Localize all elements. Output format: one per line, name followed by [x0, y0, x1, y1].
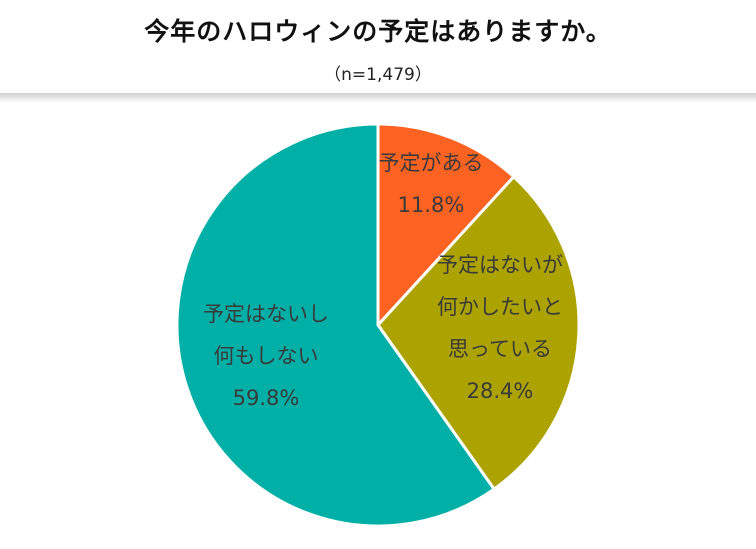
slice-label-no-plans-but-want-line-1: 予定はないが [437, 253, 563, 277]
pie-slice-no-plans-but-want [376, 175, 581, 491]
chart-title: 今年のハロウィンの予定はありますか。 [144, 17, 612, 46]
slice-label-no-plans-nothing-line-2: 何もしない [214, 344, 319, 368]
sample-size: （n=1,479） [324, 65, 432, 85]
pie-slices [175, 122, 581, 528]
data-label-has-plans: 11.8% [398, 193, 465, 217]
data-label-no-plans-but-want: 28.4% [467, 379, 534, 403]
data-label-no-plans-nothing: 59.8% [233, 386, 300, 410]
slice-label-no-plans-but-want-line-2: 何かしたいと [437, 295, 563, 319]
pie-slice-no-plans-nothing [175, 122, 496, 528]
slice-label-has-plans-line-1: 予定がある [379, 151, 484, 175]
pie-slice-has-plans [376, 122, 516, 327]
slice-label-no-plans-but-want-line-3: 思っている [448, 337, 552, 361]
slice-label-no-plans-nothing-line-1: 予定はないし [203, 302, 329, 326]
divider [0, 93, 756, 103]
